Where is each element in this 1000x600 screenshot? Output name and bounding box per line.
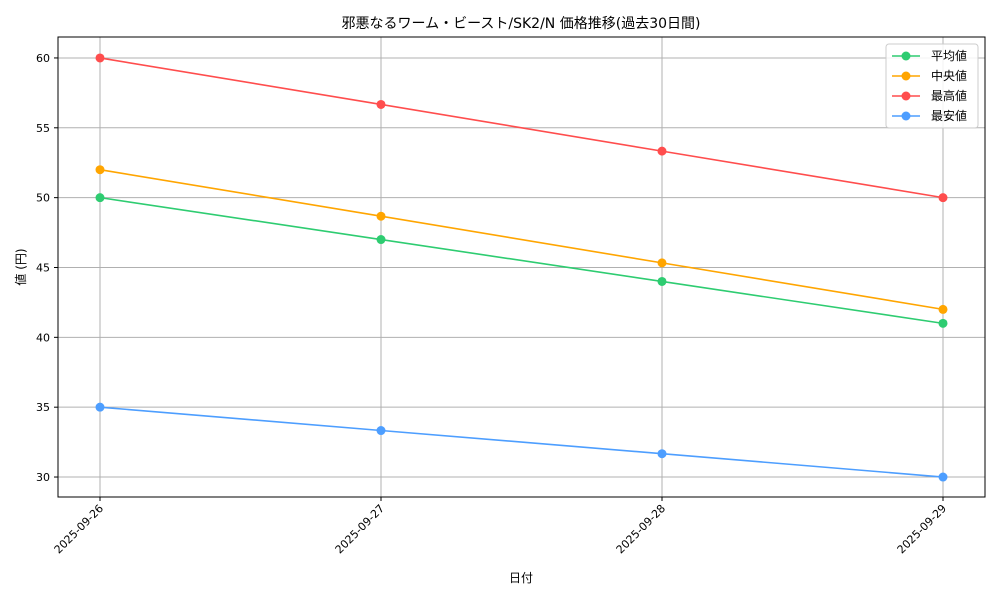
data-point bbox=[938, 304, 948, 314]
data-point bbox=[95, 193, 105, 203]
data-point bbox=[657, 146, 667, 156]
x-tick-label: 2025-09-29 bbox=[895, 502, 949, 556]
y-axis-label: 値 (円) bbox=[13, 248, 28, 285]
grid bbox=[58, 37, 985, 497]
data-point bbox=[376, 211, 386, 221]
y-tick-label: 45 bbox=[36, 261, 50, 274]
data-point bbox=[657, 258, 667, 268]
series-2 bbox=[95, 53, 948, 203]
series-line bbox=[99, 196, 944, 325]
y-tick-label: 40 bbox=[36, 331, 50, 344]
series-line bbox=[99, 168, 944, 311]
legend-box bbox=[885, 43, 979, 129]
series-line bbox=[99, 406, 944, 478]
data-point bbox=[938, 318, 948, 328]
legend-label: 中央値 bbox=[931, 68, 967, 83]
x-tick-label: 2025-09-28 bbox=[614, 502, 668, 556]
data-point bbox=[376, 426, 386, 436]
data-point bbox=[376, 235, 386, 245]
x-axis-label: 日付 bbox=[509, 571, 533, 585]
series-line bbox=[99, 57, 944, 199]
data-point bbox=[376, 99, 386, 109]
x-tick-label: 2025-09-26 bbox=[52, 502, 106, 556]
series-lines bbox=[95, 53, 948, 482]
chart-title: 邪悪なるワーム・ビースト/SK2/N 価格推移(過去30日間) bbox=[342, 16, 701, 32]
data-point bbox=[95, 402, 105, 412]
y-tick-label: 30 bbox=[36, 471, 50, 484]
y-tick-label: 35 bbox=[36, 401, 50, 414]
y-tick-label: 60 bbox=[36, 52, 50, 65]
data-point bbox=[95, 165, 105, 175]
y-tick-label: 50 bbox=[36, 192, 50, 205]
legend-marker bbox=[901, 111, 911, 121]
x-tick-label: 2025-09-27 bbox=[333, 502, 387, 556]
legend-marker bbox=[901, 71, 911, 81]
y-tick-label: 55 bbox=[36, 122, 50, 135]
legend-label: 最高値 bbox=[931, 88, 967, 103]
series-3 bbox=[95, 402, 948, 482]
x-axis: 2025-09-26 2025-09-27 2025-09-28 2025-09-29 bbox=[52, 497, 949, 556]
series-0 bbox=[95, 193, 948, 328]
legend-marker bbox=[901, 91, 911, 101]
data-point bbox=[938, 193, 948, 203]
y-axis: 30 35 40 45 50 55 60 bbox=[36, 52, 58, 484]
data-point bbox=[657, 449, 667, 459]
legend-label: 平均値 bbox=[931, 48, 967, 63]
data-point bbox=[95, 53, 105, 63]
legend-marker bbox=[901, 51, 911, 61]
series-1 bbox=[95, 165, 948, 314]
legend-label: 最安値 bbox=[931, 108, 967, 123]
data-point bbox=[938, 472, 948, 482]
data-point bbox=[657, 276, 667, 286]
